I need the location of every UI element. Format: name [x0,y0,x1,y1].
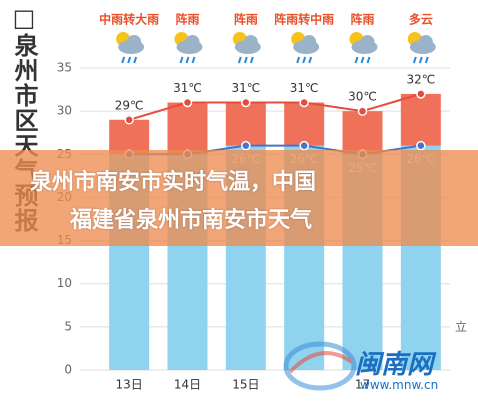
icon-part [302,35,317,49]
weather-icon [407,32,436,64]
x-tick-label: 13日 [116,378,143,392]
temp-dot [357,106,368,116]
weather-icon [116,32,145,64]
temp-dot [241,140,251,151]
value-label: 31℃ [173,81,202,95]
watermark-text: 闽南网 [355,350,434,380]
high-bar [109,119,150,155]
value-label: 31℃ [231,81,260,95]
y-tick-label: 10 [57,276,72,290]
icon-part [185,35,200,49]
x-tick-label: 14日 [174,378,201,392]
y-tick-label: 0 [64,363,72,377]
icon-part [243,35,258,49]
icon-part [424,56,429,64]
icon-part [366,56,371,64]
weather-label: 阵雨 [175,12,199,27]
icon-part [191,56,196,64]
temp-line [128,92,422,121]
icon-part [249,56,254,64]
temp-dot [299,97,309,108]
weather-icon [349,32,378,64]
icon-part [302,56,307,64]
weather-label: 阵雨转中雨 [274,12,334,27]
temp-dot [416,89,426,99]
icon-part [308,56,313,64]
banner-line: 福建省泉州市南安市天气 [70,208,313,233]
x-tick-label: 17 [355,378,370,392]
icon-part [360,56,365,64]
weather-label: 阵雨 [234,12,258,27]
high-bar [225,102,266,146]
high-bar [342,111,383,155]
value-label: 32℃ [406,72,435,86]
value-label: 30℃ [348,90,377,104]
weather-label: 中雨转大雨 [99,12,159,27]
high-bar [284,102,325,146]
side-note: 立 [455,320,468,334]
value-label: 29℃ [115,98,144,112]
icon-part [179,56,184,64]
temp-dot [241,97,251,108]
weather-icon [232,32,261,64]
banner-line: 泉州市南安市实时气温，中国 [30,170,317,195]
high-bar [167,102,208,155]
weather-label: 阵雨 [350,12,374,27]
temp-dot [416,140,426,151]
value-label: 31℃ [290,81,319,95]
watermark-url: www.mnw.cn [360,378,439,392]
icon-part [127,56,132,64]
icon-part [243,56,248,64]
y-tick-label: 35 [57,61,72,75]
y-tick-label: 5 [64,319,72,333]
icon-part [133,56,138,64]
icon-part [185,56,190,64]
icon-part [412,56,417,64]
high-bar [400,93,441,146]
weather-icon [291,32,320,64]
icon-part [418,56,423,64]
x-tick-label: 15日 [232,378,259,392]
banner: 泉州市南安市实时气温，中国 福建省泉州市南安市天气 [0,150,478,246]
icon-part [121,56,126,64]
y-tick-label: 30 [57,104,72,118]
weather-icon [174,32,203,64]
temp-dot [124,115,134,125]
icon-part [296,56,301,64]
icon-part [418,35,433,49]
weather-label: 多云 [409,12,433,27]
icon-part [354,56,359,64]
icon-part [237,56,242,64]
temp-dot [182,97,193,108]
icon-part [127,35,142,49]
temp-dot [299,140,309,151]
icon-part [360,35,375,49]
watermark-logo [283,341,357,391]
